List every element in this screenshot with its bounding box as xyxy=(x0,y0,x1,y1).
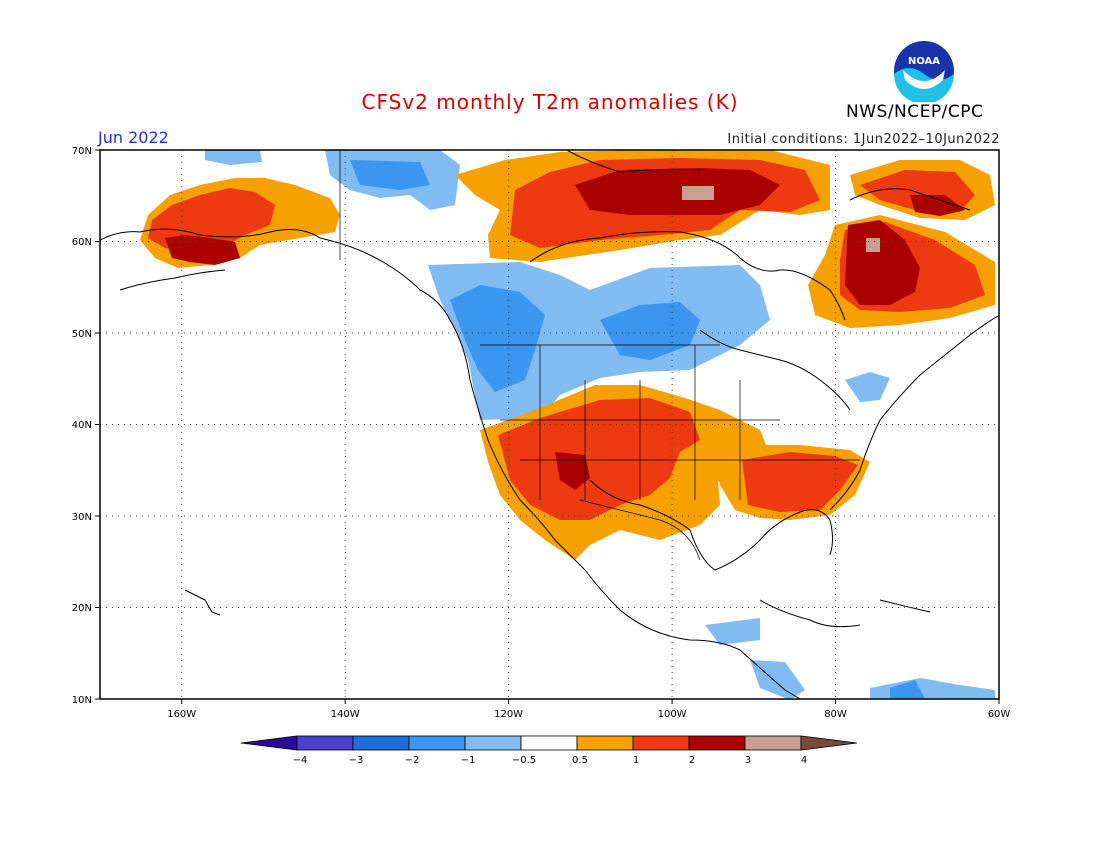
logo-text: NOAA xyxy=(908,56,940,67)
anomaly-field xyxy=(100,150,999,699)
longitude-axis: 160W 140W 120W 100W 80W 60W xyxy=(167,699,1010,720)
lon-label: 160W xyxy=(167,709,196,720)
legend-color-box xyxy=(744,735,802,751)
lon-label: 140W xyxy=(331,709,360,720)
legend-color-box xyxy=(352,735,410,751)
anomaly-alaska-warm xyxy=(140,178,340,268)
legend-tick-label: 2 xyxy=(689,755,695,766)
anomaly-ncanada-warm xyxy=(455,150,995,262)
legend-arrow-left xyxy=(240,735,298,751)
lat-label: 20N xyxy=(72,603,92,614)
lon-label: 80W xyxy=(824,709,847,720)
anomaly-west-cool xyxy=(428,262,770,420)
legend-color-box xyxy=(520,735,578,751)
legend-tick-label: 0.5 xyxy=(572,755,588,766)
lon-label: 120W xyxy=(494,709,523,720)
anomaly-se-warm xyxy=(715,445,870,520)
anomaly-sw-warm xyxy=(480,385,770,560)
political-borders xyxy=(339,150,860,561)
lat-label: 60N xyxy=(72,237,92,248)
legend-tick-label: −4 xyxy=(293,755,308,766)
lat-label: 50N xyxy=(72,329,92,340)
lon-label: 60W xyxy=(988,709,1011,720)
anomaly-labrador-warm xyxy=(808,215,995,328)
map-title: CFSv2 monthly T2m anomalies (K) xyxy=(361,90,739,114)
color-bar-legend: −4 −3 −2 −1 −0.5 0.5 1 2 3 4 xyxy=(240,735,858,766)
anomaly-yukon-cool xyxy=(205,150,460,210)
lat-label: 40N xyxy=(72,420,92,431)
lat-label: 30N xyxy=(72,512,92,523)
anomaly-tropics-cool xyxy=(705,618,995,699)
anomaly-ne-cool xyxy=(845,372,890,402)
noaa-logo-icon: NOAA xyxy=(894,41,954,102)
legend-color-box xyxy=(576,735,634,751)
latitude-axis: 70N 60N 50N 40N 30N 20N 10N xyxy=(72,146,100,706)
legend-tick-label: −3 xyxy=(349,755,364,766)
legend-color-box xyxy=(464,735,522,751)
lat-label: 10N xyxy=(72,695,92,706)
legend-tick-label: 4 xyxy=(801,755,807,766)
legend-tick-label: 3 xyxy=(745,755,751,766)
legend-tick-label: −2 xyxy=(405,755,420,766)
legend-tick-label: 1 xyxy=(633,755,639,766)
legend-tick-label: −1 xyxy=(461,755,476,766)
legend-color-box xyxy=(296,735,354,751)
agency-label: NWS/NCEP/CPC xyxy=(846,102,984,122)
legend-color-box xyxy=(408,735,466,751)
forecast-month: Jun 2022 xyxy=(98,128,169,147)
legend-tick-label: −0.5 xyxy=(512,755,536,766)
coastlines xyxy=(100,150,999,699)
initial-conditions: Initial conditions: 1Jun2022–10Jun2022 xyxy=(727,132,1000,147)
legend-color-box xyxy=(688,735,746,751)
lat-label: 70N xyxy=(72,146,92,157)
legend-color-box xyxy=(632,735,690,751)
legend-arrow-right xyxy=(800,735,858,751)
lon-label: 100W xyxy=(658,709,687,720)
